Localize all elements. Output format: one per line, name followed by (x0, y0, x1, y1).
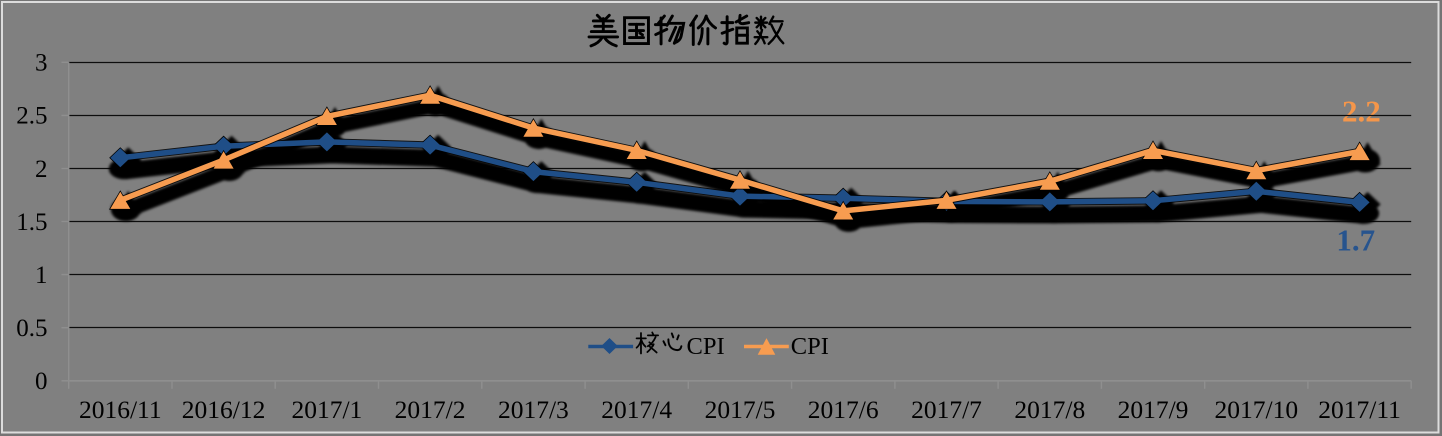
svg-text:1.5: 1.5 (16, 209, 47, 236)
svg-text:2: 2 (35, 156, 48, 183)
svg-text:2017/8: 2017/8 (1014, 395, 1085, 424)
svg-text:2017/10: 2017/10 (1215, 395, 1299, 424)
svg-text:1.7: 1.7 (1336, 223, 1375, 258)
svg-text:CPI: CPI (687, 333, 725, 360)
svg-text:2017/2: 2017/2 (395, 395, 466, 424)
svg-text:2017/9: 2017/9 (1118, 395, 1189, 424)
svg-text:0.5: 0.5 (16, 315, 47, 342)
svg-text:2017/6: 2017/6 (808, 395, 879, 424)
svg-text:2.5: 2.5 (16, 103, 47, 130)
svg-text:1: 1 (35, 262, 48, 289)
svg-text:2017/5: 2017/5 (705, 395, 776, 424)
svg-text:2016/11: 2016/11 (79, 395, 162, 424)
svg-text:2017/3: 2017/3 (498, 395, 569, 424)
svg-text:2016/12: 2016/12 (182, 395, 266, 424)
svg-text:0: 0 (35, 368, 48, 395)
svg-text:2017/1: 2017/1 (291, 395, 362, 424)
svg-text:3: 3 (35, 50, 48, 77)
svg-text:CPI: CPI (791, 333, 829, 360)
svg-text:2017/11: 2017/11 (1318, 395, 1401, 424)
svg-text:2017/7: 2017/7 (911, 395, 982, 424)
svg-text:2017/4: 2017/4 (601, 395, 672, 424)
svg-text:2.2: 2.2 (1342, 93, 1381, 128)
